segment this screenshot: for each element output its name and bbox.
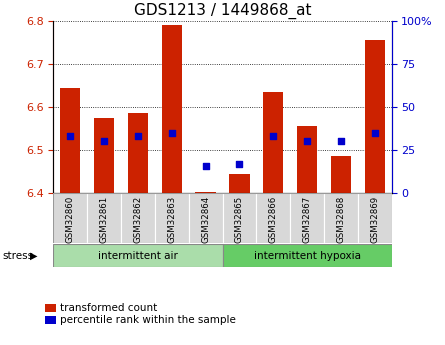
Bar (195, 192, 216, 193)
Point (270, 134, 277, 139)
Bar (60, 88, 81, 193)
Point (134, 134, 142, 139)
Bar (121, 193, 155, 243)
Bar (364, 40, 385, 193)
Text: GSM32869: GSM32869 (370, 196, 379, 243)
Text: ▶: ▶ (30, 251, 38, 260)
Text: GSM32868: GSM32868 (336, 196, 345, 243)
Text: GSM32865: GSM32865 (235, 196, 244, 243)
Bar (229, 174, 250, 193)
Text: GSM32860: GSM32860 (66, 196, 75, 243)
Bar (53, 244, 222, 267)
Bar (189, 193, 222, 243)
Bar (290, 193, 324, 243)
Point (202, 163, 209, 168)
Bar (222, 244, 392, 267)
Bar (263, 92, 283, 193)
Bar (94, 118, 114, 193)
Text: percentile rank within the sample: percentile rank within the sample (60, 315, 236, 325)
Text: GSM32861: GSM32861 (100, 196, 109, 243)
Text: GSM32866: GSM32866 (269, 196, 278, 243)
Bar (87, 193, 121, 243)
Bar (155, 193, 189, 243)
Bar (324, 193, 358, 243)
Bar (331, 156, 351, 193)
Bar (128, 114, 148, 193)
Bar (222, 193, 256, 243)
Point (67, 134, 74, 139)
Text: transformed count: transformed count (60, 303, 158, 313)
Text: GSM32863: GSM32863 (167, 196, 176, 243)
Bar (53, 193, 87, 243)
Text: intermittent hypoxia: intermittent hypoxia (254, 251, 360, 260)
Text: GSM32864: GSM32864 (201, 196, 210, 243)
Text: intermittent air: intermittent air (98, 251, 178, 260)
Point (236, 161, 243, 167)
Text: GSM32862: GSM32862 (134, 196, 142, 243)
Title: GDS1213 / 1449868_at: GDS1213 / 1449868_at (134, 3, 311, 19)
Bar (162, 25, 182, 193)
Text: GSM32867: GSM32867 (303, 196, 312, 243)
Bar (358, 193, 392, 243)
Point (371, 130, 378, 136)
Text: stress: stress (2, 251, 33, 260)
Point (168, 130, 175, 136)
Bar (297, 126, 317, 193)
Point (337, 139, 344, 144)
Point (101, 139, 108, 144)
Bar (256, 193, 290, 243)
Point (303, 139, 311, 144)
